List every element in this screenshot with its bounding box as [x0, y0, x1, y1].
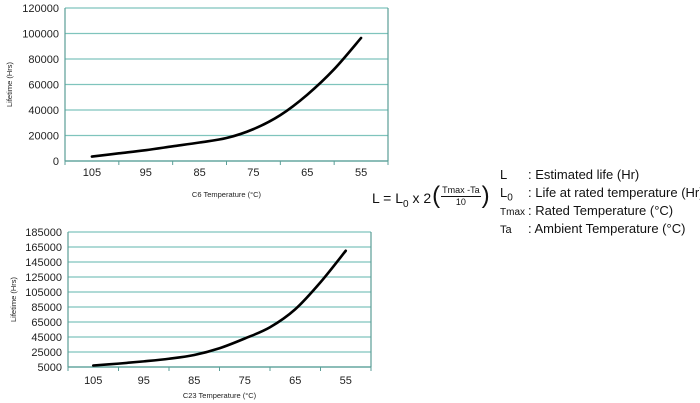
legend-symbol: L — [500, 167, 508, 182]
y-tick-label: 5000 — [38, 362, 62, 374]
legend-item: Ta : Ambient Temperature (°C) — [500, 220, 700, 238]
legend-text: : Rated Temperature (°C) — [528, 203, 674, 218]
x-tick-label: 55 — [340, 375, 352, 387]
lifetime-formula: L = L0 x 2 ( Tmax -Ta 10 ) — [372, 182, 491, 210]
chart-1: 0 20000 40000 60000 80000 100000 120000 105 95 85… — [5, 3, 389, 199]
exponent-numerator: Tmax -Ta — [441, 184, 481, 197]
formula-subscript: 0 — [403, 198, 409, 210]
y-tick-label: 100000 — [22, 29, 59, 41]
x-tick-label: 95 — [140, 167, 152, 179]
y-tick-label: 0 — [53, 156, 59, 168]
y-tick-label: 185000 — [25, 227, 62, 239]
x-axis-label: C6 Temperature (°C) — [192, 190, 262, 199]
y-tick-label: 65000 — [31, 317, 62, 329]
formula-mid: x 2 — [408, 190, 432, 206]
y-tick-label: 105000 — [25, 287, 62, 299]
x-tick-label: 85 — [188, 375, 200, 387]
y-tick-label: 20000 — [28, 131, 59, 143]
legend-text: : Estimated life (Hr) — [528, 167, 640, 182]
x-tick-label: 85 — [193, 167, 205, 179]
x-tick-label: 105 — [83, 167, 101, 179]
x-tick-label: 75 — [247, 167, 259, 179]
x-axis-label: C23 Temperature (°C) — [183, 391, 257, 400]
lifetime-curve — [91, 249, 348, 367]
lifetime-curve — [90, 36, 363, 158]
x-tick-label: 95 — [138, 375, 150, 387]
legend-item: L : Estimated life (Hr) — [500, 166, 700, 184]
y-tick-label: 25000 — [31, 347, 62, 359]
legend-text: : Life at rated temperature (Hr) — [528, 185, 700, 200]
legend-item: Tmax: Rated Temperature (°C) — [500, 202, 700, 220]
legend-item: L0 : Life at rated temperature (Hr) — [500, 184, 700, 204]
y-tick-label: 40000 — [28, 105, 59, 117]
x-tick-label: 105 — [84, 375, 102, 387]
y-tick-label: 120000 — [22, 3, 59, 15]
y-tick-label: 45000 — [31, 332, 62, 344]
x-tick-label: 65 — [301, 167, 313, 179]
y-tick-label: 125000 — [25, 272, 62, 284]
x-tick-label: 65 — [289, 375, 301, 387]
y-tick-label: 85000 — [31, 302, 62, 314]
y-tick-label: 80000 — [28, 54, 59, 66]
y-axis-label: Lifetime (Hrs) — [5, 62, 14, 108]
chart-2: 5000 25000 45000 65000 85000 105000 125000 1450… — [9, 227, 372, 400]
legend-text: : Ambient Temperature (°C) — [528, 221, 686, 236]
formula-legend: L : Estimated life (Hr) L0 : Life at rated… — [500, 166, 700, 238]
y-tick-label: 165000 — [25, 242, 62, 254]
y-tick-label: 60000 — [28, 80, 59, 92]
x-tick-label: 55 — [355, 167, 367, 179]
y-axis-label: Lifetime (Hrs) — [9, 277, 18, 323]
formula-paren-close: ) — [481, 182, 490, 209]
formula-exponent-fraction: Tmax -Ta 10 — [441, 185, 481, 208]
legend-symbol: L0 — [500, 185, 513, 204]
legend-symbol: Tmax — [500, 207, 525, 218]
formula-lhs: L = L — [372, 190, 404, 206]
x-tick-label: 75 — [239, 375, 251, 387]
y-tick-label: 145000 — [25, 257, 62, 269]
formula-base: L = L0 x 2 — [372, 190, 432, 209]
legend-symbol: Ta — [500, 224, 512, 236]
formula-paren-open: ( — [432, 182, 441, 209]
exponent-denominator: 10 — [455, 196, 466, 207]
